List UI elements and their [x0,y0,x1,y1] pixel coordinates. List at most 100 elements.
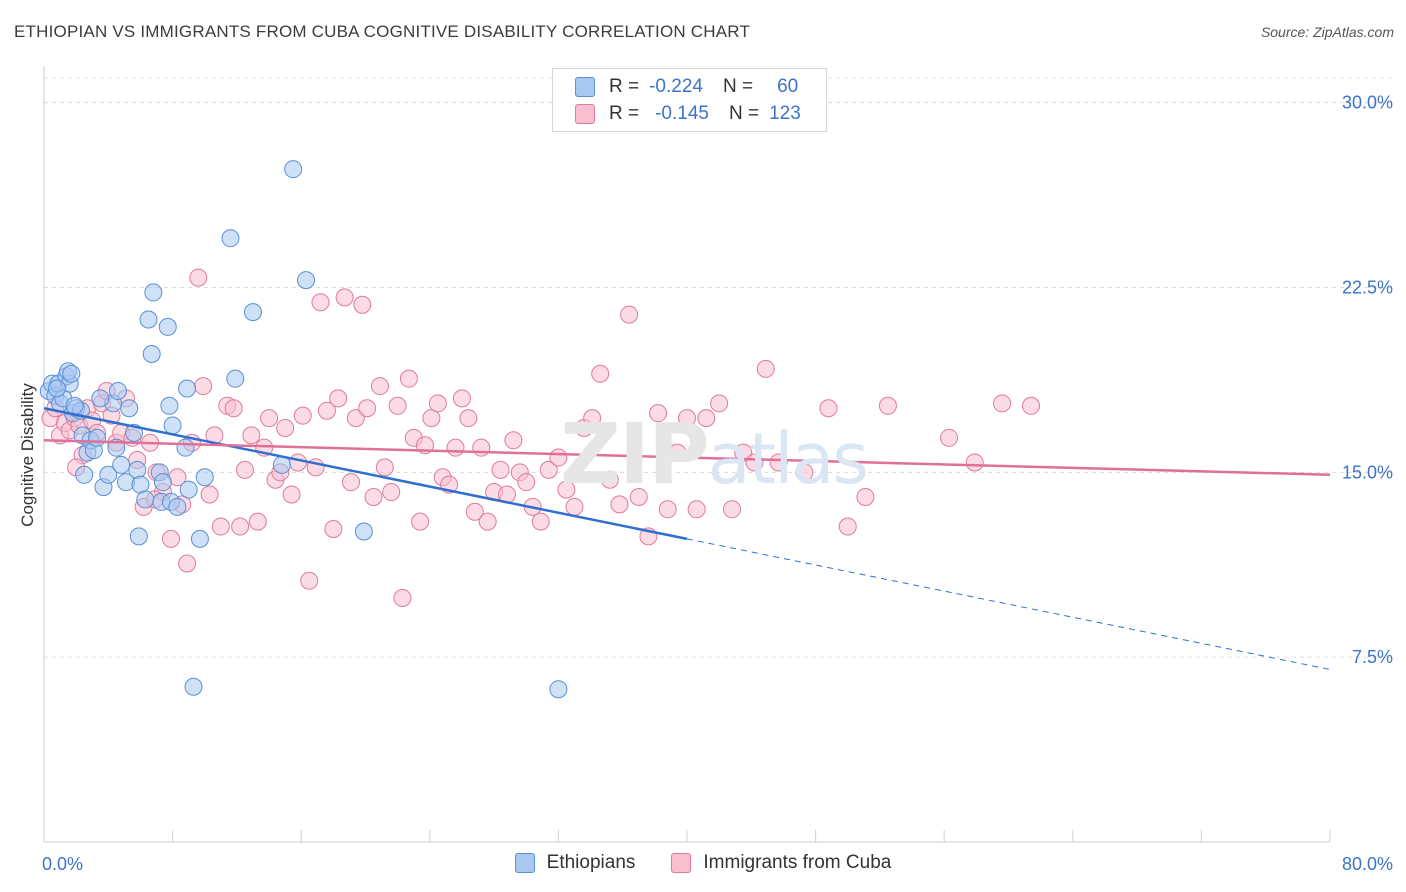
legend-n-value: 123 [769,103,801,124]
cuba-point [452,389,471,408]
y-axis-label: Cognitive Disability [18,383,37,527]
legend-r-label: R = [609,76,640,97]
ethiopian-point [120,399,139,418]
ethiopian-point [190,529,209,548]
ethiopian-point [297,271,316,290]
ethiopian-point [139,310,158,329]
x-tick-label: 80.0% [1342,854,1393,874]
ethiopian-point [160,396,179,415]
legend-r-value: -0.224 [649,76,703,97]
ethiopian-point [226,369,245,388]
ethiopian-point [176,438,195,457]
cuba-point [504,431,523,450]
cuba-point [940,428,959,447]
legend-swatch-cuba [575,104,595,124]
cuba-point [795,463,814,482]
legend-r-value: -0.145 [655,103,709,124]
cuba-point [317,401,336,420]
legend-n-value: 60 [777,76,799,97]
cuba-point [288,453,307,472]
cuba-point [399,369,418,388]
ethiopian-point [129,527,148,546]
ethiopian-point [549,680,568,699]
ethiopian-point [158,317,177,336]
cuba-point [819,399,838,418]
cuba-point [335,288,354,307]
ethiopian-point [91,389,110,408]
ethiopian-point [184,677,203,696]
cuba-point [1022,396,1041,415]
ethiopian-point [354,522,373,541]
cuba-point [300,571,319,590]
cuba-point [235,460,254,479]
series-label-ethiopians: Ethiopians [546,852,636,873]
ethiopian-point [178,379,197,398]
cuba-point [382,483,401,502]
cuba-point [517,473,536,492]
legend-swatch-ethiopians [575,77,595,97]
cuba-point [838,517,857,536]
cuba-point [388,396,407,415]
cuba-point [856,487,875,506]
ethiopian-point [88,428,107,447]
ethiopian-point [144,283,163,302]
cuba-point [769,453,788,472]
y-tick-label: 7.5% [1352,647,1393,667]
cuba-point [472,438,491,457]
cuba-point [557,480,576,499]
cuba-point [411,512,430,531]
ethiopian-trend-extension [686,538,1331,670]
legend-n-label: N = [722,76,754,97]
ethiopian-point [163,416,182,435]
chart-title: ETHIOPIAN VS IMMIGRANTS FROM CUBA COGNIT… [14,22,751,41]
cuba-point [358,399,377,418]
watermark-atlas: atlas [707,418,869,500]
cuba-point [364,487,383,506]
cuba-point [224,399,243,418]
y-tick-label: 15.0% [1342,462,1393,482]
legend-n-label: N = [728,103,760,124]
cuba-point [428,394,447,413]
cuba-point [620,305,639,324]
cuba-point [342,473,361,492]
legend-row-cuba: R = -0.145 N = 123 [575,102,801,126]
chart-source: Source: ZipAtlas.com [1260,24,1394,40]
ethiopian-point [243,303,262,322]
series-swatch-cuba [671,853,692,873]
ethiopian-point [112,455,131,474]
cuba-point [723,500,742,519]
cuba-point [353,295,372,314]
ethiopian-point [62,364,81,383]
cuba-point [293,406,312,425]
ethiopian-trend-line [43,407,688,541]
legend-row-ethiopians: R = -0.224 N = 60 [575,75,798,99]
ethiopian-point [142,345,161,364]
series-label-cuba: Immigrants from Cuba [703,852,892,873]
cuba-point [329,389,348,408]
cuba-point [965,453,984,472]
series-legend: Ethiopians Immigrants from Cuba [0,852,1406,874]
series-legend-ethiopians[interactable]: Ethiopians [514,852,636,874]
x-tick-label: 0.0% [42,854,83,874]
series-legend-cuba[interactable]: Immigrants from Cuba [671,852,891,874]
y-tick-label: 30.0% [1342,93,1393,113]
cuba-point [678,409,696,428]
ethiopian-point [153,473,172,492]
cuba-point [491,460,510,479]
cuba-point [697,409,716,428]
cuba-point [600,470,619,489]
cuba-point [756,359,775,378]
ethiopian-point [47,379,66,398]
cuba-point [710,394,729,413]
cuba-point [211,517,230,536]
cuba-point [478,512,497,531]
cuba-point [649,404,668,423]
cuba-point [200,485,219,504]
cuba-point [178,554,197,573]
watermark: ZIPatlas [560,405,869,503]
legend-r-label: R = [609,103,640,124]
cuba-point [591,364,610,383]
cuba-point [465,502,484,521]
cuba-point [878,396,897,415]
